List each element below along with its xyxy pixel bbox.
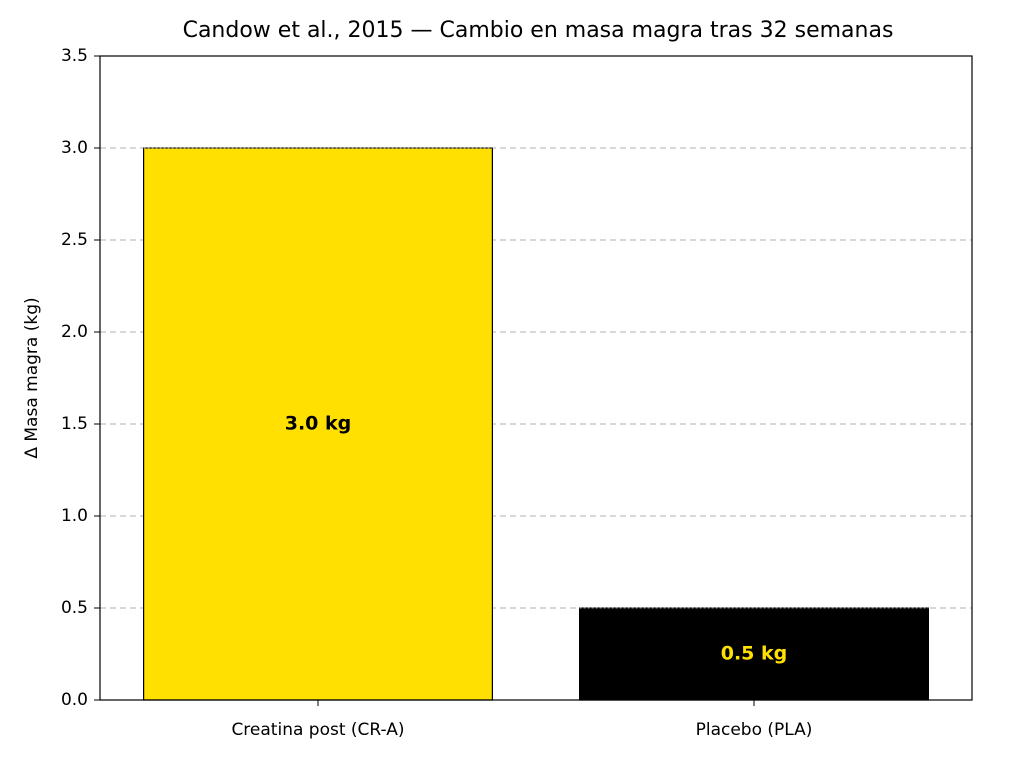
value-label: 0.5 kg — [721, 643, 788, 665]
x-tick-label: Creatina post (CR-A) — [231, 720, 404, 740]
plot-frame — [99, 55, 973, 701]
y-tick-label: 2.5 — [61, 230, 88, 250]
y-tick-label: 3.5 — [61, 46, 88, 66]
y-tick-label: 1.0 — [61, 506, 88, 526]
y-tick-label: 2.0 — [61, 322, 88, 342]
x-tick-label: Placebo (PLA) — [696, 720, 813, 740]
y-tick-label: 0.5 — [61, 598, 88, 618]
chart-title: Candow et al., 2015 — Cambio en masa mag… — [183, 18, 894, 43]
y-tick-label: 0.0 — [61, 690, 88, 710]
y-tick-label: 1.5 — [61, 414, 88, 434]
y-axis-label: Δ Masa magra (kg) — [22, 297, 42, 458]
bar — [143, 147, 493, 701]
y-tick-label: 3.0 — [61, 138, 88, 158]
value-label: 3.0 kg — [285, 413, 352, 435]
